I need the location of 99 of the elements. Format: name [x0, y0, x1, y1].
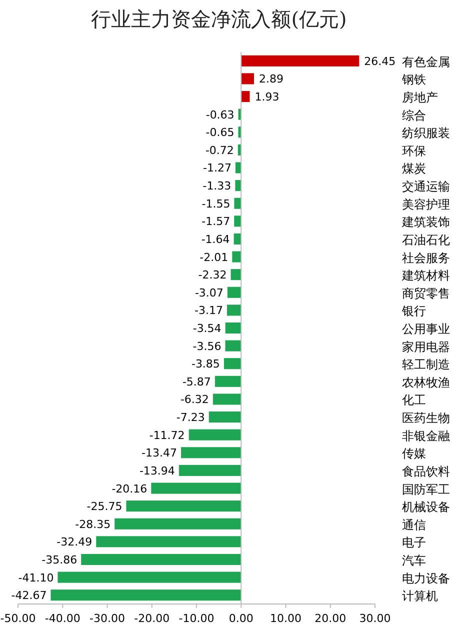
data-label: -3.54	[192, 322, 222, 335]
bar	[96, 536, 242, 548]
y-tick-label: 环保	[402, 144, 426, 158]
data-label: -3.07	[194, 286, 224, 300]
bar	[224, 358, 242, 370]
y-tick-label: 纺织服装	[402, 126, 450, 140]
y-tick-label: 建筑装饰	[401, 215, 450, 230]
data-label: -6.32	[180, 393, 209, 406]
data-label: -25.75	[86, 500, 122, 514]
bar	[225, 340, 242, 352]
y-tick-label: 家用电器	[402, 340, 450, 354]
data-label: -1.55	[202, 197, 230, 210]
data-label: -3.85	[191, 358, 220, 371]
bar	[241, 55, 360, 66]
y-tick-label: 国防军工	[402, 482, 450, 496]
bar	[232, 251, 242, 262]
y-tick-label: 钢铁	[401, 72, 426, 87]
data-label: -42.67	[11, 589, 47, 602]
bar	[241, 73, 254, 84]
bar	[208, 412, 242, 423]
bar	[181, 447, 242, 458]
y-tick-label: 非银金融	[402, 428, 450, 443]
bar	[178, 464, 242, 476]
y-tick-label: 建筑材料	[401, 268, 450, 283]
y-tick-label: 医药生物	[402, 411, 450, 426]
y-tick-label: 化工	[402, 393, 426, 408]
bar	[241, 90, 250, 102]
x-tick-label: 0.00	[228, 612, 254, 625]
y-tick-label: 汽车	[402, 553, 426, 568]
data-label: 2.89	[259, 72, 284, 86]
x-tick-label: -20.00	[134, 612, 170, 625]
data-label: -28.35	[75, 518, 111, 531]
y-tick-label: 煤炭	[402, 162, 426, 176]
x-tick-label: -10.00	[178, 612, 214, 625]
y-tick-label: 通信	[402, 518, 426, 532]
data-label: -32.49	[56, 536, 92, 549]
bar	[230, 269, 242, 280]
y-tick-label: 机械设备	[402, 500, 450, 514]
y-tick-label: 社会服务	[402, 250, 450, 265]
data-label: -1.33	[202, 180, 232, 193]
bar	[188, 429, 242, 440]
x-tick-label: -50.00	[0, 612, 36, 625]
data-label: -13.47	[142, 446, 178, 460]
y-tick-label: 交通运输	[402, 180, 450, 194]
y-tick-label: 电子	[402, 536, 426, 550]
y-tick-label: 轻工制造	[402, 358, 450, 372]
y-tick-label: 美容护理	[402, 197, 450, 212]
data-label: -11.72	[149, 428, 185, 442]
y-tick-label: 食品饮料	[402, 464, 450, 478]
x-tick-label: 30.00	[359, 612, 391, 625]
data-label: -0.63	[206, 108, 234, 122]
data-label: -13.94	[139, 464, 175, 478]
y-tick-label: 农林牧渔	[402, 375, 450, 390]
data-label: -3.56	[192, 340, 222, 353]
bar	[114, 518, 242, 530]
data-label: -0.65	[206, 126, 234, 140]
bar	[234, 198, 242, 209]
y-tick-label: 综合	[402, 108, 426, 122]
x-tick-label: -40.00	[44, 612, 80, 625]
chart-title: 行业主力资金净流入额(亿元)	[91, 7, 347, 31]
y-tick-label: 电力设备	[402, 571, 450, 586]
y-tick-label: 石油石化	[402, 232, 450, 247]
data-label: -5.87	[182, 375, 211, 388]
bar	[81, 554, 242, 566]
data-label: -0.72	[205, 144, 234, 157]
bar	[235, 162, 242, 174]
bar	[234, 216, 242, 227]
data-label: -1.27	[202, 162, 232, 175]
data-label: 26.45	[364, 54, 396, 68]
bar	[58, 572, 242, 583]
data-label: 1.93	[254, 90, 280, 104]
bar	[151, 482, 242, 494]
x-tick-label: -30.00	[90, 612, 125, 625]
y-tick-label: 房地产	[402, 90, 438, 105]
y-tick-label: 计算机	[402, 589, 438, 604]
bar	[212, 394, 242, 405]
bar	[227, 286, 242, 298]
y-tick-label: 公用事业	[402, 322, 450, 336]
y-tick-label: 商贸零售	[402, 286, 450, 300]
x-tick-label: 20.00	[314, 612, 346, 625]
data-label: -41.10	[18, 571, 54, 584]
y-tick-label: 有色金属	[402, 54, 450, 69]
data-label: -3.17	[194, 304, 223, 318]
bar	[225, 322, 242, 334]
data-label: -1.64	[201, 232, 230, 246]
bar	[50, 590, 242, 601]
bar	[214, 376, 242, 387]
data-label: -7.23	[176, 411, 205, 424]
data-label: -20.16	[112, 482, 148, 496]
x-tick-label: 10.00	[270, 612, 302, 625]
bar	[126, 500, 242, 512]
data-label: -1.57	[202, 215, 230, 228]
data-label: -2.32	[198, 268, 227, 282]
y-tick-label: 传媒	[402, 446, 426, 461]
data-label: -35.86	[42, 553, 78, 566]
bar	[235, 180, 242, 192]
bar	[226, 304, 242, 316]
data-label: -2.01	[200, 250, 228, 264]
y-tick-label: 银行	[401, 304, 426, 318]
